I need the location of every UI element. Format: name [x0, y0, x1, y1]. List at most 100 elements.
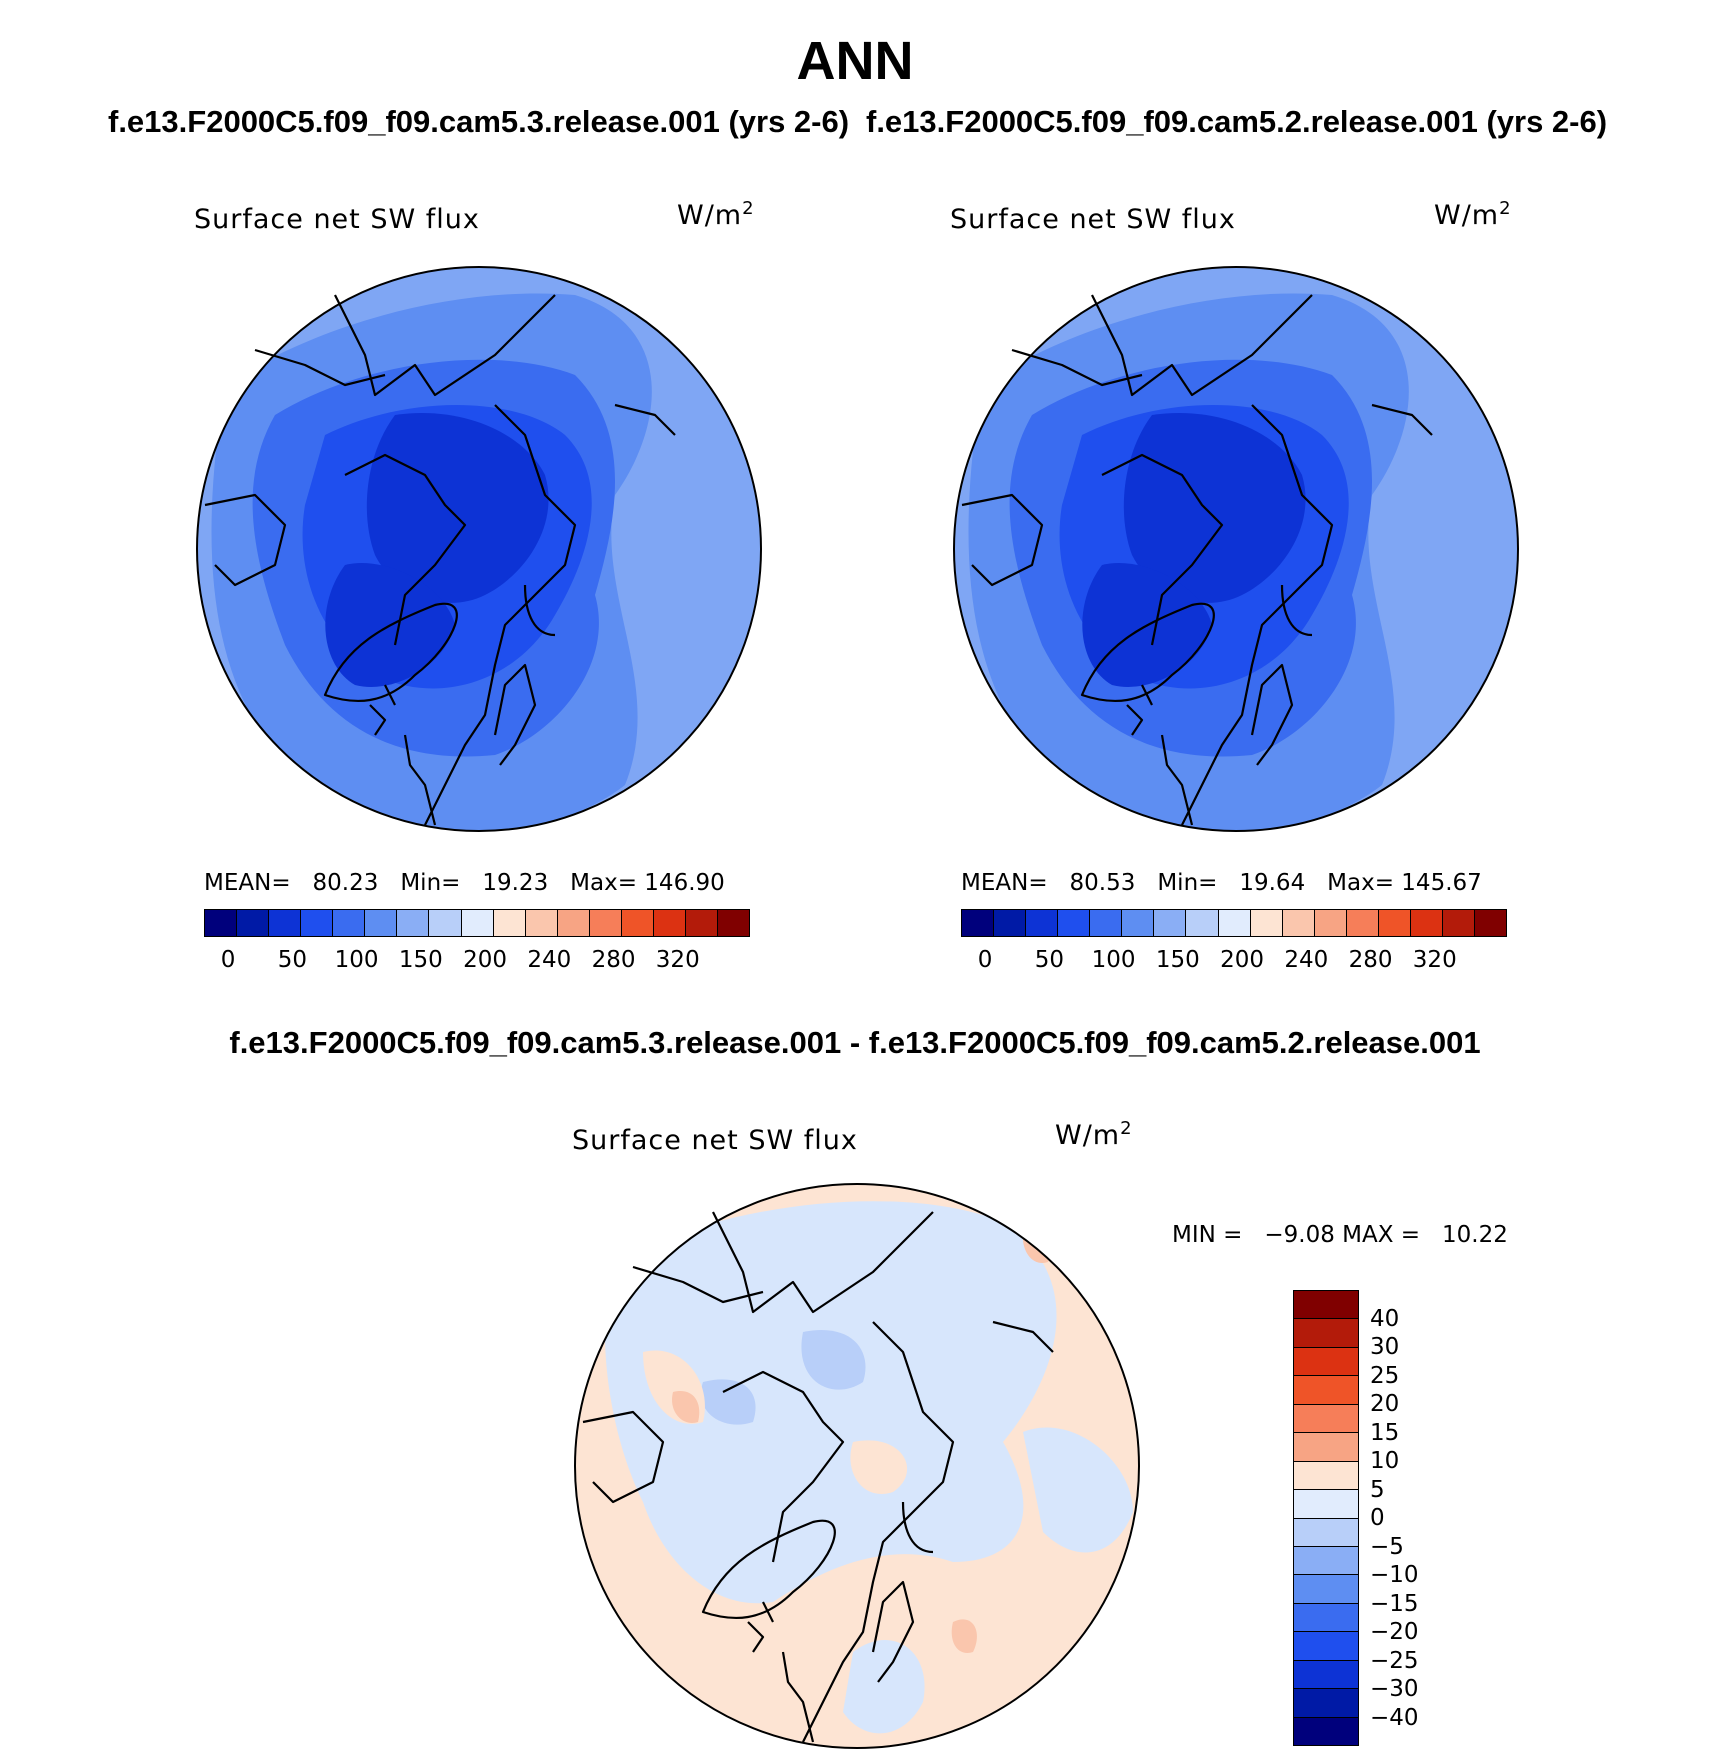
colorbar-swatch: [718, 910, 750, 936]
colorbar-swatch: [557, 910, 590, 936]
difference-colorbar: [1293, 1290, 1359, 1746]
colorbar-swatch: [1294, 1433, 1358, 1462]
colorbar-tick-label: 20: [1370, 1391, 1400, 1417]
colorbar-tick-label: −40: [1370, 1704, 1419, 1731]
panel2-variable: Surface net SW flux: [950, 204, 1236, 235]
colorbar-swatch: [525, 910, 558, 936]
colorbar-swatch: [237, 910, 270, 936]
colorbar-swatch: [429, 910, 462, 936]
colorbar-tick-label: −30: [1370, 1676, 1419, 1702]
colorbar-tick-label: 50: [1034, 947, 1064, 973]
colorbar-tick-label: 100: [1091, 947, 1136, 973]
colorbar-swatch: [1294, 1689, 1358, 1718]
panel1-units: W/m2: [677, 198, 755, 231]
colorbar-swatch: [589, 910, 622, 936]
colorbar-swatch: [397, 910, 430, 936]
colorbar-tick-label: 100: [334, 947, 379, 973]
colorbar-tick-label: −5: [1370, 1533, 1404, 1560]
colorbar-tick-label: 150: [1155, 947, 1200, 973]
colorbar-swatch: [1294, 1319, 1358, 1348]
colorbar-swatch: [1122, 910, 1155, 936]
panel2-colorbar: [961, 909, 1507, 937]
difference-title: f.e13.F2000C5.f09_f09.cam5.3.release.001…: [229, 1025, 1481, 1060]
colorbar-tick-label: −20: [1370, 1619, 1419, 1645]
colorbar-swatch: [962, 910, 995, 936]
colorbar-tick-label: 200: [1220, 947, 1264, 973]
colorbar-tick-label: 200: [463, 947, 507, 973]
colorbar-tick-label: 15: [1370, 1419, 1400, 1446]
colorbar-swatch: [1218, 910, 1251, 936]
difference-polar-map: [574, 1183, 1140, 1749]
colorbar-swatch: [205, 910, 238, 936]
colorbar-tick-label: −25: [1370, 1647, 1419, 1674]
panel1-variable: Surface net SW flux: [194, 204, 480, 235]
colorbar-swatch: [1294, 1404, 1358, 1434]
colorbar-swatch: [365, 910, 398, 936]
colorbar-tick-label: 320: [655, 947, 700, 973]
panel1-polar-map: [196, 266, 762, 832]
colorbar-swatch: [493, 910, 526, 936]
colorbar-swatch: [994, 910, 1027, 936]
colorbar-tick-label: −15: [1370, 1590, 1419, 1617]
colorbar-swatch: [1410, 910, 1443, 936]
colorbar-tick-label: 5: [1370, 1476, 1385, 1503]
figure-title: ANN: [796, 31, 914, 91]
colorbar-swatch: [621, 910, 654, 936]
colorbar-swatch: [1294, 1660, 1358, 1690]
colorbar-tick-label: 10: [1370, 1448, 1400, 1474]
colorbar-swatch: [1294, 1717, 1358, 1745]
colorbar-swatch: [1294, 1518, 1358, 1547]
colorbar-swatch: [269, 910, 302, 936]
panel2-stats: MEAN= 80.53 Min= 19.64 Max= 145.67: [961, 870, 1482, 896]
colorbar-tick-label: 150: [398, 947, 443, 973]
diff-units: W/m2: [1055, 1118, 1133, 1151]
colorbar-tick-label: 280: [591, 947, 636, 973]
colorbar-swatch: [1026, 910, 1059, 936]
colorbar-swatch: [1282, 910, 1315, 936]
colorbar-tick-label: 0: [1370, 1505, 1385, 1531]
colorbar-tick-label: 25: [1370, 1362, 1400, 1389]
colorbar-swatch: [1442, 910, 1475, 936]
panel1-colorbar: [204, 909, 750, 937]
diff-variable: Surface net SW flux: [572, 1125, 858, 1156]
panel1-stats: MEAN= 80.23 Min= 19.23 Max= 146.90: [204, 870, 725, 896]
colorbar-tick-label: 30: [1370, 1334, 1400, 1360]
colorbar-swatch: [1058, 910, 1091, 936]
colorbar-tick-label: 240: [1284, 947, 1329, 973]
colorbar-tick-label: 240: [527, 947, 572, 973]
panel2-units: W/m2: [1434, 198, 1512, 231]
difference-colorbar-ticks: 40 30 25 20 15 10 5 0 −5 −10 −15 −20 −25 −30 −40: [1370, 1290, 1450, 1746]
colorbar-swatch: [1475, 910, 1507, 936]
colorbar-swatch: [685, 910, 718, 936]
colorbar-swatch: [461, 910, 494, 936]
colorbar-swatch: [1294, 1575, 1358, 1604]
colorbar-tick-label: 280: [1348, 947, 1393, 973]
colorbar-tick-label: 320: [1412, 947, 1457, 973]
colorbar-swatch: [1294, 1490, 1358, 1519]
colorbar-swatch: [1186, 910, 1219, 936]
colorbar-swatch: [1294, 1546, 1358, 1576]
diff-stats: MIN = −9.08 MAX = 10.22: [1172, 1222, 1508, 1248]
colorbar-swatch: [1294, 1291, 1358, 1320]
panel1-colorbar-ticks: 0 50 100 150 200 240 280 320: [204, 947, 750, 977]
colorbar-swatch: [1294, 1461, 1358, 1491]
colorbar-swatch: [1090, 910, 1123, 936]
panel2-colorbar-ticks: 0 50 100 150 200 240 280 320: [961, 947, 1507, 977]
colorbar-swatch: [653, 910, 686, 936]
colorbar-swatch: [301, 910, 334, 936]
colorbar-swatch: [1294, 1376, 1358, 1405]
case-left-title: f.e13.F2000C5.f09_f09.cam5.3.release.001…: [108, 104, 850, 139]
colorbar-swatch: [1250, 910, 1283, 936]
colorbar-tick-label: 50: [277, 947, 307, 973]
colorbar-swatch: [1314, 910, 1347, 936]
case-right-title: f.e13.F2000C5.f09_f09.cam5.2.release.001…: [866, 104, 1608, 139]
colorbar-swatch: [1294, 1603, 1358, 1633]
colorbar-swatch: [333, 910, 366, 936]
colorbar-swatch: [1378, 910, 1411, 936]
colorbar-tick-label: −10: [1370, 1562, 1419, 1588]
colorbar-swatch: [1154, 910, 1187, 936]
colorbar-tick-label: 0: [220, 947, 236, 973]
colorbar-swatch: [1294, 1347, 1358, 1377]
panel2-polar-map: [953, 266, 1519, 832]
colorbar-swatch: [1346, 910, 1379, 936]
